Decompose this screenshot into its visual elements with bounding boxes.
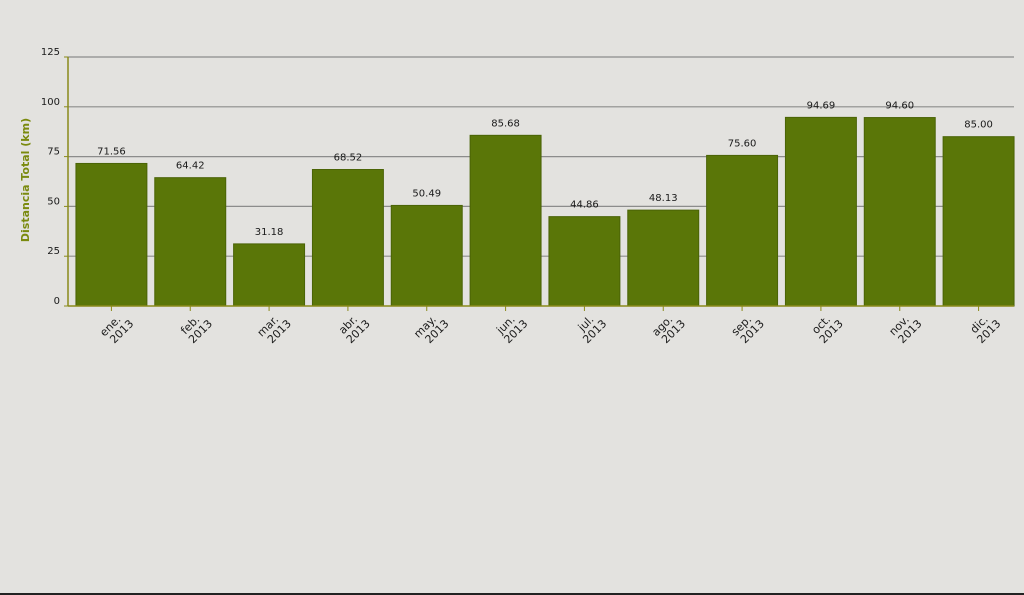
x-tick-label: abr.2013 (336, 313, 373, 346)
bar-value-label: 71.56 (97, 146, 126, 157)
x-tick-label: dic.2013 (968, 313, 1004, 346)
bar-value-label: 68.52 (334, 153, 363, 164)
x-tick-label: mar.2013 (255, 313, 294, 346)
y-axis-label: Distancia Total (km) (19, 118, 32, 242)
bar (75, 162, 148, 307)
bar-value-label: 48.13 (649, 193, 678, 204)
y-tick-label: 25 (47, 246, 60, 257)
bar (390, 204, 463, 307)
x-tick-label: sep.2013 (729, 313, 767, 346)
bars (75, 116, 1015, 307)
bar-value-label: 31.18 (255, 227, 284, 238)
y-tick-label: 75 (47, 147, 60, 158)
bar (784, 116, 857, 307)
y-tick-label: 125 (41, 47, 60, 58)
bar (548, 216, 621, 307)
bar-value-label: 94.60 (885, 101, 914, 112)
x-tick-label: jun.2013 (493, 313, 530, 346)
bar-value-label: 64.42 (176, 161, 205, 172)
x-tick-label: oct.2013 (809, 313, 845, 346)
bar (233, 243, 306, 307)
bar (863, 117, 936, 307)
x-tick-label: may.2013 (411, 313, 451, 346)
y-tick-label: 0 (54, 296, 60, 307)
y-tick-label: 50 (47, 196, 60, 207)
bar-value-label: 94.69 (807, 100, 836, 111)
bar-value-label: 85.00 (964, 120, 993, 131)
bar (627, 209, 700, 307)
x-tick-label: nov.2013 (887, 313, 925, 346)
bar-value-label: 44.86 (570, 200, 599, 211)
bar-value-label: 75.60 (728, 138, 757, 149)
x-tick-label: ago.2013 (649, 313, 688, 346)
bar-value-label: 50.49 (412, 188, 441, 199)
bottom-border (0, 593, 1024, 595)
axes (64, 56, 1014, 311)
y-tick-label: 100 (41, 97, 60, 108)
x-tick-label: jul.2013 (575, 313, 609, 346)
bar (154, 177, 227, 307)
bar (469, 134, 542, 307)
bar (942, 136, 1015, 307)
bar (706, 154, 779, 307)
x-tick-label: feb.2013 (178, 313, 215, 346)
bar-value-label: 85.68 (491, 118, 520, 129)
x-tick-label: ene.2013 (97, 313, 136, 346)
bar (311, 169, 384, 307)
